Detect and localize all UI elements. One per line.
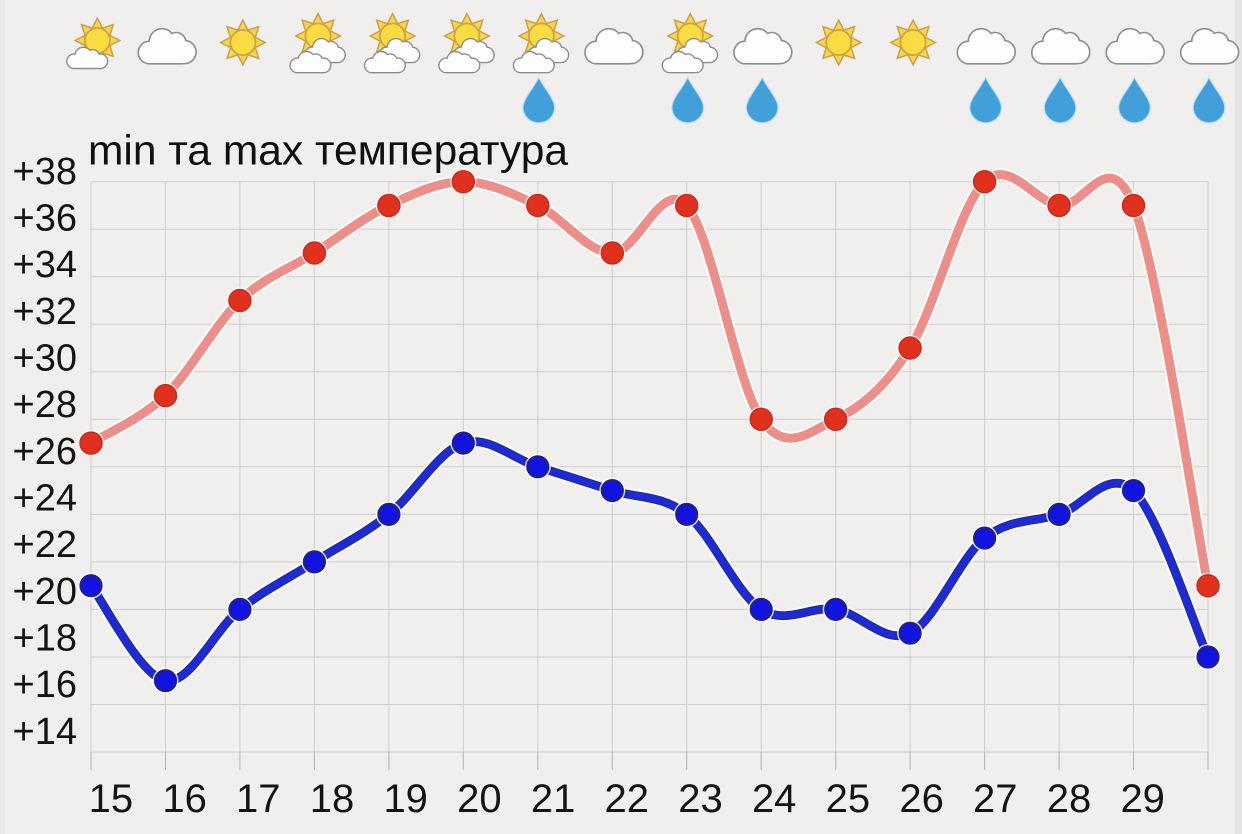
svg-text:+36: +36 (13, 198, 77, 240)
svg-text:17: 17 (236, 777, 281, 821)
svg-text:20: 20 (457, 777, 502, 821)
svg-text:+26: +26 (13, 431, 77, 473)
svg-text:+30: +30 (13, 338, 77, 380)
svg-text:27: 27 (973, 777, 1018, 821)
svg-text:+18: +18 (13, 618, 77, 660)
svg-text:26: 26 (899, 777, 944, 821)
svg-text:min та max температура: min та max температура (88, 127, 569, 174)
svg-text:29: 29 (1120, 777, 1165, 821)
svg-text:+22: +22 (13, 524, 77, 566)
svg-text:+24: +24 (13, 478, 77, 520)
svg-text:21: 21 (531, 777, 576, 821)
svg-text:23: 23 (678, 777, 723, 821)
svg-text:+32: +32 (13, 291, 77, 333)
svg-text:15: 15 (89, 777, 134, 821)
svg-text:24: 24 (752, 777, 797, 821)
svg-text:28: 28 (1047, 777, 1092, 821)
svg-text:19: 19 (383, 777, 428, 821)
svg-text:+34: +34 (13, 244, 77, 286)
svg-text:18: 18 (310, 777, 355, 821)
svg-text:22: 22 (605, 777, 650, 821)
svg-text:25: 25 (826, 777, 871, 821)
svg-text:16: 16 (162, 777, 207, 821)
svg-text:+16: +16 (13, 664, 77, 706)
svg-text:+28: +28 (13, 384, 77, 426)
svg-text:+20: +20 (13, 571, 77, 613)
svg-text:+14: +14 (13, 711, 77, 753)
svg-text:+38: +38 (13, 151, 77, 193)
